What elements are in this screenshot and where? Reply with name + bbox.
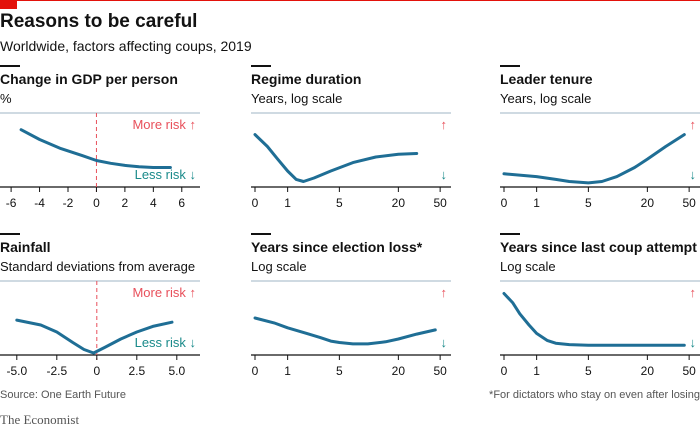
- x-tick-label: 5.0: [168, 364, 185, 378]
- more-risk-label: More risk ↑: [132, 117, 196, 132]
- panel-tick-rule: [500, 65, 520, 67]
- source-note: Source: One Earth Future: [0, 389, 126, 401]
- x-tick-label: 2.5: [128, 364, 145, 378]
- panel-tick-rule: [0, 233, 20, 235]
- panel-unit: Standard deviations from average: [0, 259, 196, 274]
- x-tick-label: -4: [34, 196, 45, 210]
- panel-tick-rule: [251, 65, 271, 67]
- x-tick-label: 1: [284, 196, 291, 210]
- panel-plot: 0 1 5 20 50 ↑ ↓: [500, 112, 700, 210]
- x-tick-label: 1: [533, 364, 540, 378]
- panel-unit: Years, log scale: [500, 91, 592, 106]
- data-line: [502, 133, 686, 185]
- less-risk-label: ↓: [690, 167, 697, 182]
- top-rule: [0, 0, 700, 1]
- x-tick-label: 50: [682, 364, 696, 378]
- x-tick-label: -2: [63, 196, 74, 210]
- x-tick-label: -2.5: [46, 364, 67, 378]
- panel-unit: Log scale: [500, 259, 556, 274]
- panel-title: Change in GDP per person: [0, 71, 178, 87]
- publisher-brand: The Economist: [0, 412, 80, 427]
- x-tick-label: 0: [252, 196, 259, 210]
- x-tick-label: 5: [336, 364, 343, 378]
- more-risk-label: ↑: [690, 117, 697, 132]
- more-risk-label: ↑: [690, 285, 697, 300]
- less-risk-label: Less risk ↓: [135, 335, 196, 350]
- x-tick-label: 20: [641, 364, 655, 378]
- chart-title: Reasons to be careful: [0, 11, 198, 32]
- more-risk-label: ↑: [441, 117, 448, 132]
- data-line: [19, 128, 172, 169]
- x-tick-label: 20: [392, 364, 406, 378]
- panel-unit: Log scale: [251, 259, 307, 274]
- panel-tick-rule: [500, 233, 520, 235]
- x-tick-label: -6: [6, 196, 17, 210]
- chart-subtitle: Worldwide, factors affecting coups, 2019: [0, 38, 252, 54]
- x-tick-label: 50: [433, 364, 447, 378]
- panel-title: Regime duration: [251, 71, 362, 87]
- data-line: [253, 316, 437, 346]
- x-tick-label: 5: [585, 196, 592, 210]
- less-risk-label: Less risk ↓: [135, 167, 196, 182]
- less-risk-label: ↓: [441, 167, 448, 182]
- x-tick-label: 0: [93, 196, 100, 210]
- panel-leader-tenure: Leader tenure Years, log scale 0 1 5 20 50 ↑ ↓: [500, 65, 700, 213]
- more-risk-label: More risk ↑: [132, 285, 196, 300]
- brand-red-mark: [0, 0, 17, 9]
- panel-unit: %: [0, 91, 12, 106]
- x-tick-label: 50: [682, 196, 696, 210]
- x-tick-label: 50: [433, 196, 447, 210]
- x-tick-label: 0: [501, 364, 508, 378]
- panel-plot: 0 1 5 20 50 ↑ ↓: [251, 112, 451, 210]
- panel-gdp-per-person: Change in GDP per person % -6 -4 -2 0 2 4 6 Mor…: [0, 65, 200, 213]
- panel-rainfall: Rainfall Standard deviations from averag…: [0, 233, 200, 381]
- panel-tick-rule: [0, 65, 20, 67]
- footnote: *For dictators who stay on even after lo…: [489, 389, 700, 401]
- panel-regime-duration: Regime duration Years, log scale 0 1 5 20 50…: [251, 65, 451, 213]
- panel-plot: -5.0 -2.5 0 2.5 5.0 More risk ↑ Less risk ↓: [0, 280, 200, 378]
- x-tick-label: 2: [122, 196, 129, 210]
- less-risk-label: ↓: [690, 335, 697, 350]
- panel-last-coup-attempt: Years since last coup attempt Log scale …: [500, 233, 700, 381]
- x-tick-label: -5.0: [6, 364, 27, 378]
- data-line: [15, 318, 174, 355]
- x-tick-label: 20: [392, 196, 406, 210]
- x-tick-label: 20: [641, 196, 655, 210]
- data-line: [502, 292, 686, 347]
- x-tick-label: 0: [501, 196, 508, 210]
- panel-election-loss: Years since election loss* Log scale 0 1 5…: [251, 233, 451, 381]
- panel-plot: -6 -4 -2 0 2 4 6 More risk ↑ Less risk ↓: [0, 112, 200, 210]
- x-tick-label: 1: [533, 196, 540, 210]
- panel-title: Leader tenure: [500, 71, 593, 87]
- panel-title: Years since last coup attempt: [500, 239, 697, 255]
- x-tick-label: 6: [178, 196, 185, 210]
- more-risk-label: ↑: [441, 285, 448, 300]
- x-tick-label: 4: [150, 196, 157, 210]
- x-tick-label: 5: [336, 196, 343, 210]
- x-tick-label: 5: [585, 364, 592, 378]
- panel-plot: 0 1 5 20 50 ↑ ↓: [251, 280, 451, 378]
- less-risk-label: ↓: [441, 335, 448, 350]
- x-tick-label: 0: [252, 364, 259, 378]
- panel-tick-rule: [251, 233, 271, 235]
- data-line: [253, 133, 419, 183]
- panel-title: Years since election loss*: [251, 239, 423, 255]
- panel-plot: 0 1 5 20 50 ↑ ↓: [500, 280, 700, 378]
- x-tick-label: 1: [284, 364, 291, 378]
- panel-title: Rainfall: [0, 239, 51, 255]
- x-tick-label: 0: [93, 364, 100, 378]
- panel-unit: Years, log scale: [251, 91, 343, 106]
